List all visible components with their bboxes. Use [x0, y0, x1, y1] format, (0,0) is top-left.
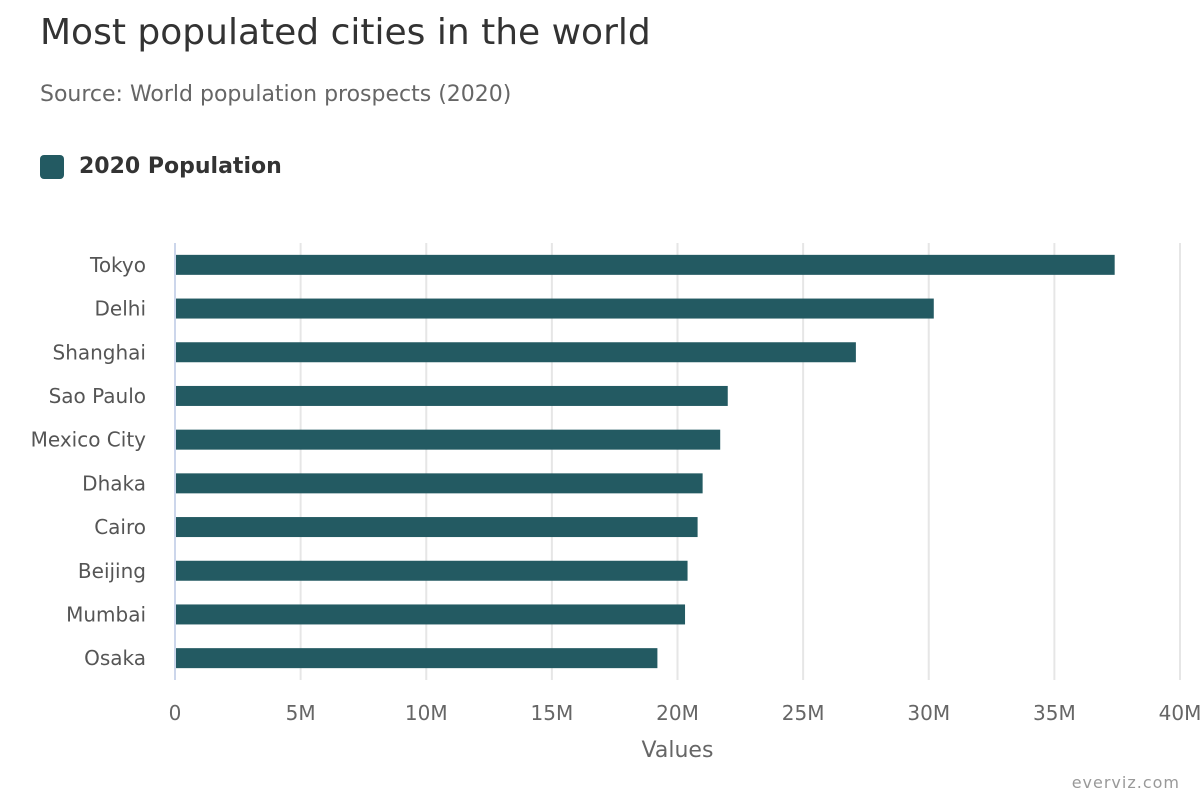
- y-category-label: Sao Paulo: [49, 384, 146, 408]
- x-tick-label: 10M: [405, 701, 448, 725]
- chart-subtitle: Source: World population prospects (2020…: [40, 82, 512, 107]
- x-tick-label: 15M: [531, 701, 574, 725]
- x-tick-label: 20M: [656, 701, 699, 725]
- y-category-label: Mumbai: [66, 602, 146, 626]
- bar: [176, 473, 703, 494]
- x-axis-title: Values: [642, 738, 714, 763]
- legend-label: 2020 Population: [79, 154, 282, 179]
- y-category-label: Mexico City: [31, 428, 147, 452]
- legend[interactable]: 2020 Population: [40, 154, 282, 179]
- x-tick-label: 40M: [1159, 701, 1200, 725]
- bar: [176, 604, 686, 625]
- bar: [176, 560, 688, 581]
- y-category-label: Tokyo: [89, 253, 146, 277]
- x-tick-label: 5M: [286, 701, 316, 725]
- x-tick-label: 0: [169, 701, 182, 725]
- bar: [176, 254, 1115, 275]
- y-category-label: Beijing: [78, 559, 146, 583]
- bar: [176, 342, 856, 363]
- legend-swatch: [40, 154, 64, 179]
- x-tick-label: 25M: [782, 701, 825, 725]
- x-tick-label: 30M: [907, 701, 950, 725]
- y-category-label: Osaka: [84, 646, 146, 670]
- bar: [176, 429, 721, 450]
- credit-link[interactable]: everviz.com: [1071, 773, 1180, 792]
- y-category-label: Shanghai: [53, 340, 147, 364]
- y-category-label: Cairo: [94, 515, 146, 539]
- bar: [176, 385, 728, 406]
- x-tick-label: 35M: [1033, 701, 1076, 725]
- y-category-label: Dhaka: [82, 471, 146, 495]
- bar: [176, 517, 698, 538]
- bar: [176, 298, 934, 319]
- y-category-label: Delhi: [95, 297, 147, 321]
- bar: [176, 648, 658, 669]
- chart-title: Most populated cities in the world: [40, 12, 651, 53]
